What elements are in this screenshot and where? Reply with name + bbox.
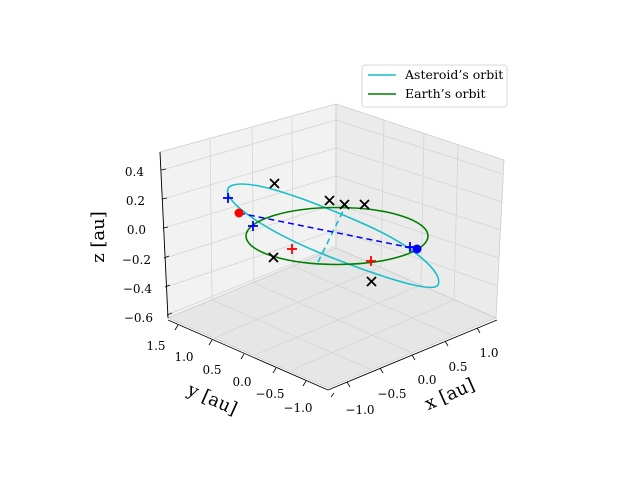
black-x-marker — [269, 178, 280, 189]
black-x-marker — [339, 199, 350, 210]
grid-floor — [253, 282, 414, 354]
grid-y-vertical — [209, 139, 213, 301]
y-tick-label: 0.0 — [232, 375, 251, 389]
grid-x-vertical — [420, 132, 425, 286]
blue-dot-marker — [412, 244, 422, 254]
grid-floor — [292, 265, 455, 337]
z-tick-label: 0.4 — [125, 165, 144, 179]
z-tick-label: −0.4 — [123, 282, 153, 296]
z-tick — [163, 255, 170, 259]
x-tick — [346, 381, 351, 388]
grid-z-left — [161, 119, 337, 171]
z-tick-label: 0.2 — [126, 194, 145, 208]
x-tick-label: −0.5 — [377, 387, 406, 401]
x-tick — [379, 367, 384, 374]
grid-z-right — [335, 175, 502, 231]
legend: Asteroid’s orbit Earth’s orbit — [361, 64, 508, 108]
x-tick — [476, 327, 481, 334]
x-axis-line — [327, 319, 498, 391]
x-tick-label: −1.0 — [345, 403, 374, 417]
gridlines — [161, 116, 504, 371]
x-tick — [444, 340, 449, 347]
grid-z-right — [335, 147, 503, 203]
grid-floor — [291, 299, 455, 371]
legend-label-earth: Earth’s orbit — [405, 86, 486, 101]
blue-plus-marker — [248, 221, 258, 231]
grid-floor — [254, 284, 422, 356]
black-x-marker — [268, 252, 279, 263]
grid-z-left — [162, 147, 337, 200]
black-x-marker — [324, 195, 335, 206]
grid-z-left — [164, 203, 337, 259]
legend-box — [361, 64, 508, 108]
z-tick — [164, 284, 171, 288]
tick-marks — [160, 168, 481, 398]
plot-lines — [226, 183, 440, 289]
asteroid-below-plane-dashed — [317, 204, 347, 263]
y-tick-label: −0.5 — [255, 387, 284, 401]
y-tick-label: 1.0 — [174, 350, 193, 364]
legend-label-asteroid: Asteroid’s orbit — [404, 67, 503, 82]
grid-z-right — [335, 119, 504, 175]
grid-floor — [213, 266, 382, 339]
grid-z-right — [335, 229, 499, 287]
black-x-marker — [366, 276, 377, 287]
y-tick-label: 0.5 — [202, 363, 221, 377]
z-tick — [161, 197, 168, 200]
z-axis-line — [159, 151, 169, 319]
grid-x-vertical — [453, 144, 459, 301]
z-tick — [160, 168, 167, 171]
y-tick — [302, 380, 307, 387]
z-tick — [162, 226, 169, 229]
x-tick-label: 1.0 — [479, 346, 498, 360]
grid-z-left — [163, 175, 337, 229]
grid-y-vertical — [251, 127, 255, 284]
y-tick-label: 1.5 — [146, 339, 165, 353]
tick-labels: 0.4 0.2 0.0 −0.2 −0.4 −0.6 1.5 1.0 0.5 0… — [122, 165, 499, 417]
blue-plus-marker — [223, 193, 233, 203]
y-tick — [240, 353, 245, 360]
y-axis-line — [167, 319, 329, 391]
black-x-marker — [359, 199, 370, 210]
y-tick — [330, 392, 335, 398]
grid-floor — [211, 299, 373, 371]
x-tick-label: 0.0 — [417, 373, 436, 387]
asteroid-orbit-line — [226, 183, 440, 289]
earth-orbit-line — [245, 206, 429, 266]
z-tick-label: −0.2 — [122, 253, 151, 267]
grid-z-left — [166, 245, 337, 316]
grid-z-right — [335, 203, 500, 259]
y-tick — [174, 324, 179, 331]
z-tick-label: −0.6 — [124, 311, 153, 325]
y-tick — [208, 339, 213, 346]
z-tick-label: 0.0 — [127, 223, 146, 237]
axis-lines — [159, 151, 498, 391]
z-tick — [166, 312, 173, 316]
line-of-nodes — [238, 212, 418, 250]
red-plus-marker — [287, 244, 297, 254]
markers — [223, 178, 422, 287]
z-axis-label: z [au] — [88, 211, 109, 263]
red-dot-marker — [234, 208, 244, 218]
floor-pane — [166, 247, 498, 389]
x-tick-label: 0.5 — [448, 360, 467, 374]
y-tick-label: −1.0 — [283, 401, 312, 415]
red-plus-marker — [366, 256, 376, 266]
y-tick — [272, 367, 277, 374]
x-tick — [411, 354, 416, 361]
grid-z-left — [165, 229, 337, 288]
blue-plus-marker — [405, 242, 415, 252]
